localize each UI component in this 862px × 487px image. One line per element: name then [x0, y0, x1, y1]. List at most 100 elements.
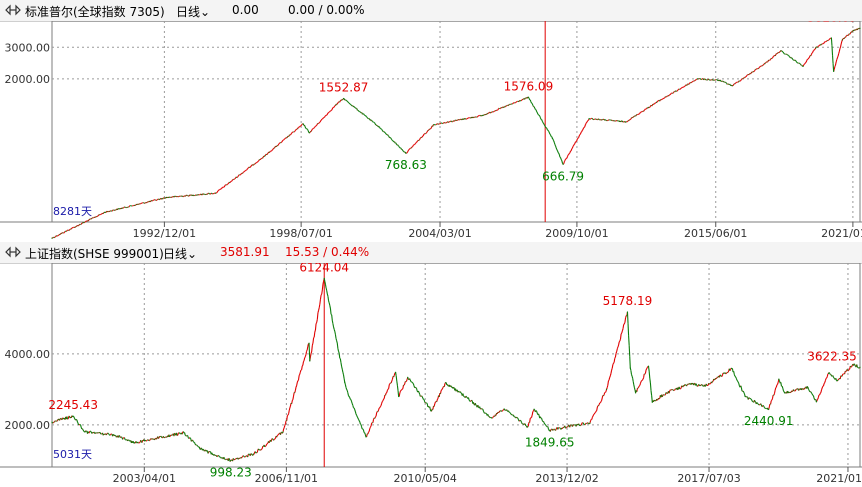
- series-segment: [368, 428, 371, 432]
- series-segment: [197, 446, 200, 448]
- series-segment: [644, 372, 646, 375]
- series-segment: [135, 441, 138, 444]
- series-segment: [555, 145, 557, 149]
- series-segment: [74, 226, 77, 228]
- chart-toggle-icon[interactable]: [5, 4, 21, 16]
- series-segment: [409, 147, 411, 150]
- series-segment: [808, 390, 811, 392]
- series-segment: [495, 109, 498, 112]
- series-segment: [723, 81, 726, 83]
- series-point: [230, 459, 232, 462]
- series-segment: [794, 388, 797, 392]
- series-segment: [510, 413, 513, 416]
- series-segment: [810, 52, 813, 55]
- series-point: [665, 392, 667, 394]
- sp500-period-select[interactable]: 日线⌄: [176, 3, 210, 20]
- series-segment: [754, 401, 757, 403]
- series-down-bars: [51, 278, 860, 462]
- series-segment: [835, 378, 837, 381]
- series-segment: [335, 338, 338, 341]
- series-segment: [746, 74, 748, 77]
- series-segment: [192, 441, 195, 443]
- series-segment: [314, 126, 316, 128]
- series-segment: [94, 216, 96, 218]
- series-segment: [368, 431, 370, 433]
- series-segment: [611, 119, 613, 122]
- series-segment: [450, 120, 452, 122]
- series-segment: [398, 146, 401, 148]
- series-segment: [127, 206, 129, 208]
- series-segment: [556, 150, 559, 153]
- series-segment: [319, 294, 322, 300]
- series-segment: [805, 60, 808, 63]
- series-segment: [242, 172, 244, 174]
- series-segment: [169, 434, 172, 437]
- series-segment: [600, 400, 603, 402]
- data-label: 5178.19: [603, 294, 653, 308]
- series-segment: [67, 416, 70, 419]
- series-segment: [143, 439, 146, 442]
- series-segment: [155, 437, 157, 440]
- series-segment: [716, 79, 719, 82]
- series-segment: [171, 196, 174, 198]
- series-segment: [748, 73, 751, 75]
- series-segment: [301, 123, 303, 125]
- series-segment: [644, 369, 647, 374]
- series-segment: [271, 438, 274, 440]
- series-segment: [856, 364, 858, 368]
- series-segment: [601, 397, 603, 401]
- shse-chart[interactable]: 2000.00 4000.00 2003/04/01 2006/11/01 2010/0…: [0, 263, 862, 487]
- series-segment: [541, 120, 544, 123]
- series-segment: [352, 105, 355, 108]
- series-segment: [509, 103, 512, 105]
- series-segment: [260, 157, 263, 160]
- series-point: [629, 367, 631, 369]
- series-segment: [77, 423, 80, 426]
- series-segment: [103, 433, 105, 436]
- series-segment: [233, 178, 235, 180]
- series-segment: [516, 417, 519, 419]
- series-segment: [185, 435, 187, 437]
- chart-toggle-icon[interactable]: [5, 246, 21, 258]
- series-segment: [401, 388, 404, 390]
- series-segment: [531, 415, 533, 418]
- series-segment: [628, 119, 631, 121]
- series-segment: [564, 159, 567, 161]
- series-segment: [365, 115, 367, 117]
- series-segment: [696, 385, 698, 387]
- sp500-chart[interactable]: 2000.00 3000.00 1992/12/01 1998/07/01 2004/0…: [0, 21, 862, 242]
- series-segment: [660, 98, 662, 101]
- shse-period-select[interactable]: 日线⌄: [163, 245, 197, 262]
- series-segment: [698, 384, 701, 387]
- series-segment: [120, 436, 123, 438]
- series-segment: [307, 129, 309, 131]
- series-point: [335, 104, 337, 106]
- series-segment: [286, 415, 288, 421]
- series-segment: [623, 323, 625, 325]
- series-segment: [191, 194, 193, 197]
- series-segment: [797, 62, 799, 64]
- series-segment: [706, 79, 709, 81]
- series-segment: [621, 328, 624, 331]
- series-segment: [223, 456, 225, 459]
- series-segment: [336, 340, 338, 344]
- series-segment: [247, 167, 249, 170]
- series-segment: [494, 110, 496, 112]
- series-segment: [146, 201, 149, 203]
- series-segment: [218, 189, 220, 191]
- series-segment: [268, 441, 270, 444]
- series-segment: [655, 399, 657, 402]
- series-segment: [811, 392, 813, 395]
- series-segment: [97, 432, 99, 434]
- series-segment: [297, 375, 300, 380]
- series-segment: [553, 140, 555, 143]
- y-tick-label: 2000.00: [5, 73, 51, 86]
- series-segment: [721, 372, 724, 376]
- series-segment: [329, 305, 331, 309]
- series-segment: [643, 110, 645, 112]
- series-point: [815, 401, 818, 403]
- series-segment: [70, 227, 73, 230]
- series-point: [731, 85, 733, 87]
- series-segment: [137, 441, 139, 444]
- data-label: 1849.65: [525, 435, 575, 449]
